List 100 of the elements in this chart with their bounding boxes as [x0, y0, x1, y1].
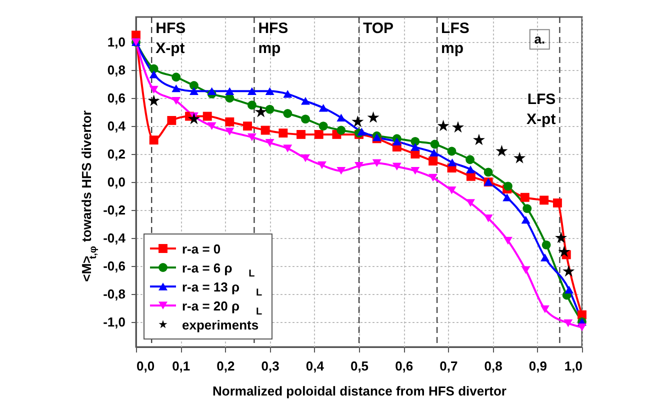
point — [542, 240, 551, 250]
y-tick-label: 0,8 — [107, 62, 126, 78]
point — [452, 121, 464, 133]
x-tick-label: 0,2 — [216, 358, 235, 374]
point — [447, 146, 456, 156]
point — [149, 70, 158, 78]
point — [496, 144, 508, 156]
point — [148, 94, 160, 106]
point — [318, 104, 328, 112]
point — [225, 117, 234, 126]
x-tick-label: 0,0 — [136, 358, 155, 374]
point — [336, 114, 346, 122]
point — [278, 128, 288, 138]
point — [410, 166, 420, 175]
point — [503, 182, 512, 191]
point — [190, 87, 198, 95]
point — [372, 159, 382, 167]
point — [553, 198, 562, 208]
point — [357, 128, 366, 136]
x-tick-label: 0,4 — [306, 358, 325, 374]
point — [283, 90, 292, 98]
point — [225, 87, 234, 95]
point — [318, 122, 328, 131]
point — [564, 286, 574, 294]
point — [354, 162, 364, 170]
point — [437, 120, 450, 132]
y-tick-label: -1,0 — [103, 314, 126, 330]
point — [301, 114, 310, 124]
point — [428, 174, 438, 182]
point — [318, 161, 326, 170]
y-tick-label: 0,6 — [107, 90, 126, 106]
point — [392, 138, 402, 146]
point — [484, 168, 493, 177]
y-tick-label: 0,2 — [107, 146, 126, 162]
point — [190, 81, 198, 90]
point — [314, 130, 324, 139]
point — [172, 97, 181, 105]
point — [167, 116, 176, 125]
annotation: a. — [534, 31, 546, 46]
x-tick-label: 0,3 — [261, 358, 280, 374]
point — [484, 214, 493, 222]
point — [336, 166, 346, 175]
point — [430, 140, 440, 149]
point — [540, 305, 550, 314]
x-tick-label: 1,0 — [564, 358, 582, 374]
y-tick-label: -0,2 — [103, 202, 126, 218]
point — [247, 87, 256, 95]
y-tick-label: -0,4 — [103, 230, 126, 246]
y-tick-label: 1,0 — [107, 34, 126, 50]
x-tick-label: 0,9 — [528, 358, 547, 374]
point — [172, 84, 181, 92]
point — [301, 154, 310, 162]
point — [522, 204, 532, 214]
point — [564, 319, 573, 328]
point — [466, 166, 475, 174]
point — [555, 232, 568, 244]
x-tick-label: 0,6 — [395, 358, 414, 374]
point — [283, 109, 292, 118]
point — [336, 126, 346, 135]
point — [392, 162, 402, 170]
point — [472, 134, 485, 146]
point — [296, 130, 306, 139]
point — [520, 192, 530, 202]
point — [521, 266, 530, 274]
point — [247, 100, 256, 110]
x-tick-label: 0,1 — [172, 358, 190, 374]
point — [428, 156, 438, 166]
x-tick-label: 0,7 — [440, 358, 458, 374]
point — [265, 87, 274, 95]
ref-line-label: TOP — [363, 20, 394, 37]
point — [247, 133, 256, 142]
legend-label: experiments — [182, 318, 259, 332]
point — [502, 194, 512, 202]
x-axis-title: Normalized poloidal distance from HFS divertor — [212, 384, 506, 398]
point — [540, 196, 549, 205]
point — [254, 106, 267, 118]
point — [243, 122, 252, 131]
ref-line-label: HFS mp — [258, 20, 288, 57]
y-tick-label: -0,6 — [103, 258, 126, 274]
point — [447, 186, 456, 194]
point — [149, 136, 158, 145]
point — [514, 152, 526, 164]
point — [207, 122, 216, 130]
point — [562, 265, 575, 277]
point — [149, 64, 158, 74]
legend-label: r-a = 0 — [182, 242, 221, 256]
point — [149, 86, 158, 94]
point — [225, 128, 234, 136]
point — [172, 72, 181, 82]
point — [410, 143, 420, 151]
point — [558, 246, 570, 258]
point — [466, 199, 475, 207]
point — [202, 112, 212, 121]
point — [466, 155, 475, 164]
point — [367, 111, 380, 123]
x-tick-label: 0,5 — [350, 358, 369, 374]
point — [260, 126, 270, 135]
point — [301, 97, 310, 105]
x-tick-label: 0,8 — [484, 358, 502, 374]
ref-line-label: HFS X-pt — [156, 20, 186, 57]
